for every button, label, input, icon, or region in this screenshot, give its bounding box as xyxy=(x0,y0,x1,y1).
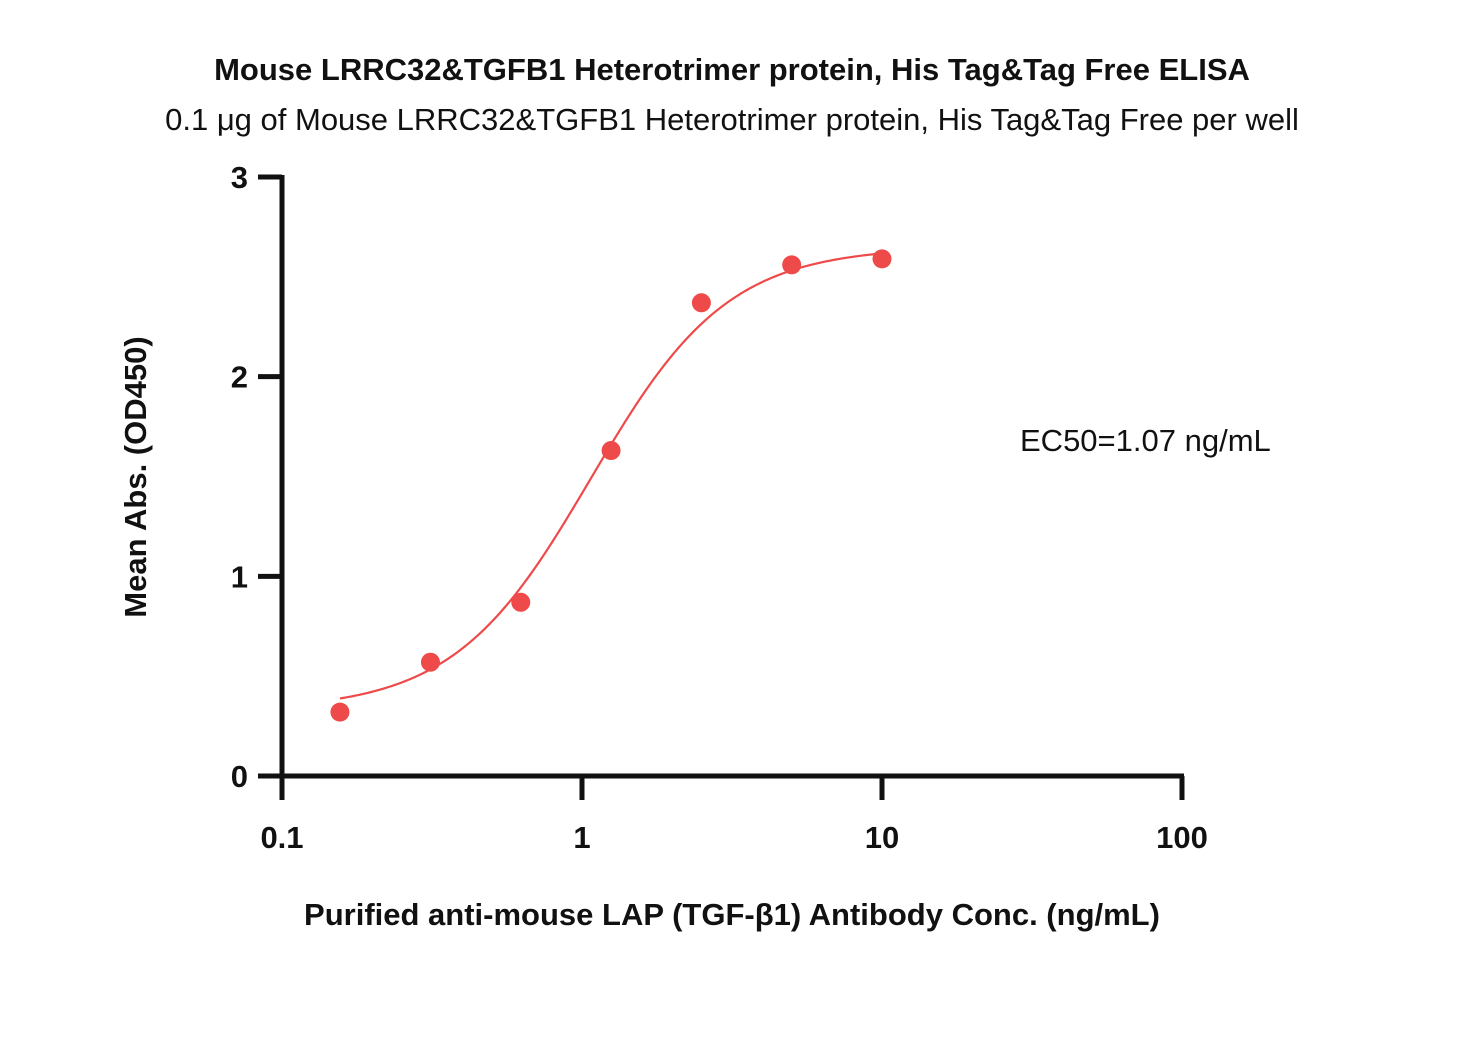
y-tick-label: 2 xyxy=(231,360,248,395)
data-points xyxy=(330,249,892,722)
y-tick-label: 0 xyxy=(231,759,248,794)
data-point xyxy=(601,441,621,461)
x-tick-label: 1 xyxy=(573,820,590,855)
data-point xyxy=(420,652,440,672)
y-tick-label: 3 xyxy=(231,160,248,195)
data-point xyxy=(330,702,350,722)
data-point xyxy=(872,249,892,269)
ec50-annotation: EC50=1.07 ng/mL xyxy=(1020,423,1271,458)
x-tick-label: 0.1 xyxy=(260,820,303,855)
x-tick-label: 10 xyxy=(865,820,899,855)
y-axis-label: Mean Abs. (OD450) xyxy=(118,336,153,617)
chart-title: Mouse LRRC32&TGFB1 Heterotrimer protein,… xyxy=(214,52,1250,87)
axis-ticks: 0 1 2 3 0.1 1 10 100 xyxy=(231,160,1208,855)
x-tick-label: 100 xyxy=(1156,820,1208,855)
fit-curve xyxy=(339,252,883,700)
data-point xyxy=(691,293,711,313)
chart-subtitle: 0.1 μg of Mouse LRRC32&TGFB1 Heterotrime… xyxy=(165,102,1299,137)
data-point xyxy=(782,255,802,275)
axes xyxy=(279,175,1184,779)
x-axis-label: Purified anti-mouse LAP (TGF-β1) Antibod… xyxy=(304,897,1160,932)
y-tick-label: 1 xyxy=(231,559,248,594)
fit-curve-layer xyxy=(339,252,883,700)
data-point xyxy=(511,592,531,612)
